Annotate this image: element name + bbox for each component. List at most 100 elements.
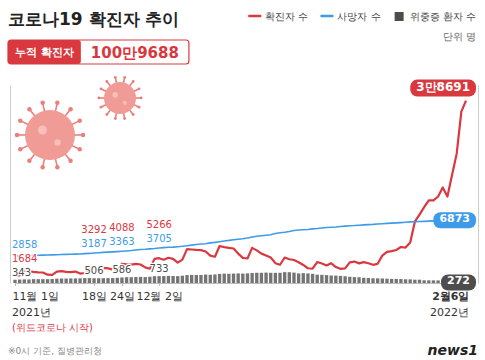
bar [297, 273, 300, 283]
virus-spike-tip [100, 87, 103, 90]
bar [255, 273, 258, 283]
bar [41, 279, 44, 283]
bar [278, 273, 281, 283]
bar [190, 275, 193, 283]
virus-spike-tip [27, 107, 32, 112]
legend: 확진자 수 사망자 수 위중증 환자 수 [248, 11, 476, 22]
bar [329, 276, 332, 283]
bar [306, 273, 309, 283]
data-label: 6873 [439, 212, 470, 225]
virus-spike-tip [18, 147, 23, 152]
bar [385, 279, 388, 283]
legend-label: 확진자 수 [265, 11, 308, 22]
bar [102, 278, 105, 283]
legend-item: 위중증 환자 수 [395, 11, 476, 22]
bar [185, 275, 188, 283]
x-tick: 24일 [110, 283, 135, 303]
x-tick-label: 11월 1일 [13, 290, 60, 303]
bar [111, 278, 114, 283]
callout: 누적 확진자100만9688 [8, 40, 189, 64]
bar [362, 278, 365, 283]
credit: news1 [428, 342, 478, 358]
data-label: 2858 [12, 239, 37, 250]
bar [339, 276, 342, 283]
y-axis [10, 86, 11, 284]
chart-svg: 코로나19 확진자 추이누적 확진자100만9688확진자 수사망자 수위중증 … [0, 0, 485, 360]
virus-spike-tip [68, 107, 73, 112]
bar [74, 278, 77, 283]
bar [181, 276, 184, 283]
line-series [15, 218, 466, 256]
virus-spike-tip [138, 106, 141, 109]
virus-spike-tip [114, 76, 117, 79]
source: ※0시 기준, 질병관리청 [8, 346, 102, 356]
bar [120, 277, 123, 283]
bar [427, 280, 430, 283]
bar [153, 276, 156, 283]
x-axis: 11월 1일18일24일12월 2일2월6일 [13, 283, 470, 303]
legend-item: 사망자 수 [320, 11, 380, 22]
bar [27, 279, 30, 283]
unit-label: 단위 명 [443, 31, 476, 42]
bar [302, 273, 305, 283]
virus-spot [54, 139, 61, 146]
bar [353, 277, 356, 283]
y2-axis [478, 86, 479, 284]
x-tick-mark [94, 283, 95, 286]
bar [125, 277, 128, 283]
bar [232, 274, 235, 283]
bar [144, 277, 147, 283]
end-label-box [441, 274, 476, 290]
x-tick-label: 24일 [110, 290, 135, 303]
bar [195, 275, 198, 283]
data-label: 3705 [146, 233, 171, 244]
y-axis-line [10, 86, 11, 284]
bar [399, 279, 402, 283]
virus-spike-tip [105, 80, 108, 83]
bar [260, 273, 263, 283]
x-tick: 12월 2일 [136, 283, 183, 303]
bar [292, 273, 295, 283]
bar [162, 276, 165, 283]
legend-swatch [248, 15, 261, 18]
plot-area [13, 101, 467, 283]
bar [334, 276, 337, 283]
bar [376, 278, 379, 283]
bar [78, 278, 81, 283]
bar [69, 278, 72, 283]
virus-spike-tip [18, 118, 23, 123]
virus-spike-tip [27, 159, 32, 164]
end-label: 6873 [433, 212, 476, 228]
bar [325, 275, 328, 283]
virus-body [25, 110, 75, 160]
y2-axis-line [478, 86, 479, 284]
bar [97, 278, 100, 283]
virus-spike-tip [15, 133, 20, 138]
bar [395, 279, 398, 283]
bar [13, 280, 16, 283]
bar [176, 276, 179, 283]
legend-label: 사망자 수 [337, 11, 380, 22]
bar [367, 278, 370, 283]
bar [316, 275, 319, 283]
bar [64, 279, 67, 283]
virus-spot [123, 101, 127, 105]
callout-label-box [8, 40, 81, 64]
bar [250, 273, 253, 283]
bar [283, 272, 286, 283]
data-label: 3187 [81, 238, 106, 249]
background [0, 0, 485, 360]
legend-label: 위중증 환자 수 [410, 11, 476, 22]
bar [148, 277, 151, 283]
bar [167, 276, 170, 283]
x-tick-mark [122, 283, 123, 286]
data-label: 3292 [81, 224, 106, 235]
bar [32, 279, 35, 283]
bar [237, 273, 240, 283]
data-label: 3만8691 [416, 80, 470, 94]
callout-label: 누적 확진자 [15, 46, 74, 59]
end-label: 3만8691 [410, 80, 476, 97]
bar [390, 279, 393, 283]
bar [23, 279, 26, 283]
bar [288, 272, 291, 283]
